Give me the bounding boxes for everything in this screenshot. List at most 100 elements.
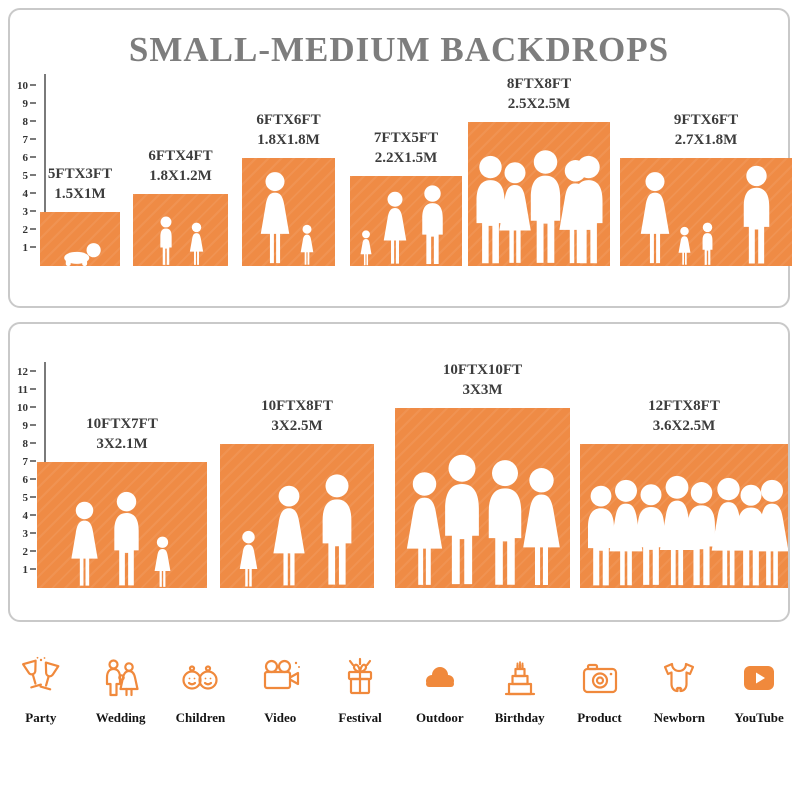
- wedding-icon: [105, 659, 139, 697]
- ruler-tick: 7: [16, 455, 36, 469]
- ruler-tick: 12: [16, 365, 36, 379]
- people-silhouettes: [360, 185, 443, 266]
- size-m: 3X2.1M: [96, 435, 148, 452]
- bar-size-label: 6FTX6FT 1.8X1.8M: [256, 111, 320, 150]
- size-ft: 8FTX8FT: [506, 76, 572, 92]
- category-product: Product: [561, 655, 639, 726]
- backdrop-swatch: [580, 444, 788, 588]
- bar-size-label: 7FTX5FT 2.2X1.5M: [374, 129, 438, 168]
- backdrop-swatch: [40, 212, 120, 266]
- ruler-tick: 5: [16, 491, 36, 505]
- category-newborn: Newborn: [640, 655, 718, 726]
- category-festival: Festival: [321, 655, 399, 726]
- size-ft: 12FTX8FT: [648, 398, 720, 414]
- size-m: 2.2X1.5M: [374, 149, 438, 166]
- ruler-tick: 11: [16, 383, 36, 397]
- backdrop-swatch: [220, 444, 374, 588]
- size-m: 2.7X1.8M: [674, 131, 738, 148]
- ruler-tick: 4: [16, 187, 36, 201]
- size-ft: 10FTX10FT: [442, 362, 523, 378]
- ruler-tick: 9: [16, 419, 36, 433]
- ruler-tick: 6: [16, 473, 36, 487]
- category-label: Children: [175, 710, 226, 725]
- people-silhouettes: [406, 454, 560, 585]
- category-youtube: YouTube: [720, 655, 798, 726]
- size-m: 1.8X1.2M: [149, 167, 212, 184]
- category-party: Party: [2, 655, 80, 726]
- bar-size-label: 10FTX10FT 3X3M: [443, 361, 522, 400]
- category-wedding: Wedding: [82, 655, 160, 726]
- people-silhouettes: [260, 172, 314, 265]
- ruler-tick: 2: [16, 223, 36, 237]
- size-ft: 6FTX4FT: [148, 148, 213, 164]
- ruler-tick: 8: [16, 437, 36, 451]
- backdrop-10x7: 10FTX7FT 3X2.1M: [37, 415, 207, 588]
- ruler-tick: 1: [16, 563, 36, 577]
- newborn-icon: [664, 662, 695, 693]
- backdrop-10x8: 10FTX8FT 3X2.5M: [220, 397, 374, 588]
- bar-size-label: 9FTX6FT 2.7X1.8M: [674, 111, 738, 150]
- people-silhouettes: [476, 150, 603, 264]
- ruler-tick: 3: [16, 205, 36, 219]
- category-label: YouTube: [734, 710, 784, 725]
- backdrop-swatch: [395, 408, 570, 588]
- birthday-icon: [504, 661, 535, 696]
- page-title: SMALL-MEDIUM BACKDROPS: [128, 30, 670, 69]
- ruler-line: [44, 74, 46, 266]
- category-label: Newborn: [653, 710, 705, 725]
- party-icon: [21, 656, 60, 691]
- ruler-tick: 7: [16, 133, 36, 147]
- backdrop-5x3: 5FTX3FT 1.5X1M: [40, 165, 120, 266]
- people-silhouettes: [239, 474, 352, 587]
- category-label: Birthday: [494, 710, 545, 725]
- product-icon: [582, 663, 617, 694]
- category-label: Outdoor: [416, 710, 464, 725]
- bar-size-label: 10FTX8FT 3X2.5M: [261, 397, 333, 436]
- ruler-tick: 2: [16, 545, 36, 559]
- video-icon: [264, 659, 301, 690]
- category-birthday: Birthday: [481, 655, 559, 726]
- category-label: Festival: [338, 710, 382, 725]
- backdrop-swatch: [350, 176, 462, 266]
- backdrop-swatch: [620, 158, 792, 266]
- bar-size-label: 8FTX8FT 2.5X2.5M: [507, 75, 571, 114]
- backdrop-8x8: 8FTX8FT 2.5X2.5M: [468, 75, 610, 266]
- size-m: 3X2.5M: [271, 417, 323, 434]
- backdrop-6x6: 6FTX6FT 1.8X1.8M: [242, 111, 335, 266]
- category-label: Video: [264, 710, 297, 725]
- bar-size-label: 12FTX8FT 3.6X2.5M: [648, 397, 720, 436]
- children-icon: [182, 665, 219, 690]
- backdrop-7x5: 7FTX5FT 2.2X1.5M: [350, 129, 462, 266]
- youtube-icon: [744, 666, 775, 690]
- category-label: Party: [25, 710, 57, 725]
- people-silhouettes: [588, 475, 788, 586]
- people-silhouettes: [160, 216, 204, 265]
- size-ft: 5FTX3FT: [47, 166, 113, 182]
- size-ft: 7FTX5FT: [373, 130, 439, 146]
- backdrop-swatch: [133, 194, 228, 266]
- ruler-tick: 9: [16, 97, 36, 111]
- size-m: 1.5X1M: [54, 185, 106, 202]
- backdrop-swatch: [242, 158, 335, 266]
- backdrop-swatch: [37, 462, 207, 588]
- category-row: Party Wedding: [0, 655, 800, 726]
- backdrop-9x6: 9FTX6FT 2.7X1.8M: [620, 111, 792, 266]
- category-outdoor: Outdoor: [401, 655, 479, 726]
- size-m: 3X3M: [462, 381, 503, 398]
- category-children: Children: [161, 655, 239, 726]
- bar-size-label: 5FTX3FT 1.5X1M: [48, 165, 112, 204]
- category-label: Wedding: [95, 710, 146, 725]
- people-silhouettes: [640, 165, 770, 265]
- ruler-tick: 8: [16, 115, 36, 129]
- ruler-tick: 1: [16, 241, 36, 255]
- category-label: Product: [577, 710, 622, 725]
- size-m: 1.8X1.8M: [257, 131, 320, 148]
- backdrop-swatch: [468, 122, 610, 266]
- size-m: 2.5X2.5M: [507, 95, 571, 112]
- size-ft: 10FTX8FT: [261, 398, 333, 414]
- people-silhouettes: [71, 491, 171, 587]
- category-video: Video: [241, 655, 319, 726]
- ruler-tick: 5: [16, 169, 36, 183]
- size-m: 3.6X2.5M: [652, 417, 716, 434]
- ruler-tick: 6: [16, 151, 36, 165]
